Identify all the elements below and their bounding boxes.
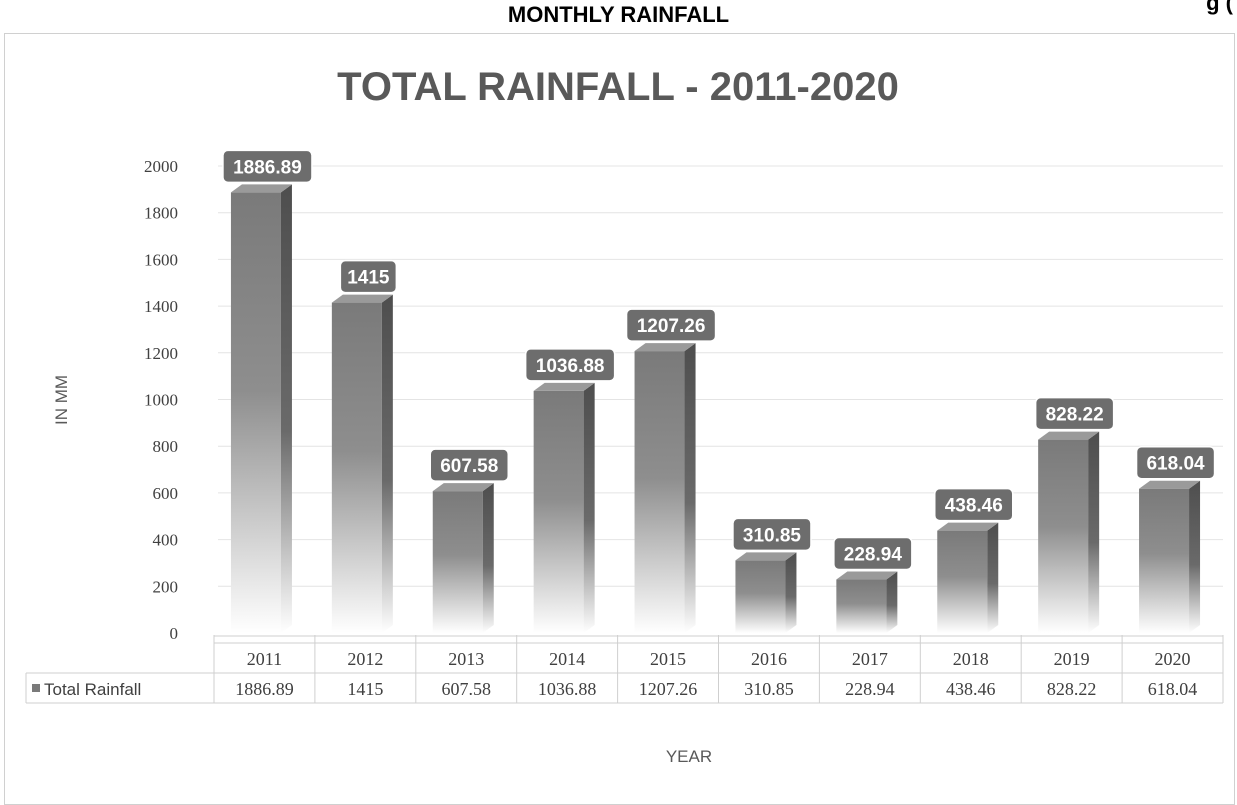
bar-side [583, 382, 595, 633]
table-value: 607.58 [442, 679, 492, 699]
bar-side [1088, 431, 1100, 633]
table-value: 1886.89 [235, 679, 294, 699]
data-label: 607.58 [440, 456, 498, 477]
data-label-box [625, 308, 717, 342]
bar-side [785, 552, 797, 633]
x-tick-label: 2013 [448, 649, 484, 669]
bar-top [836, 571, 898, 580]
table-value: 1207.26 [639, 679, 698, 699]
bar-top [230, 184, 292, 193]
x-tick-label: 2020 [1155, 649, 1191, 669]
table-value: 1036.88 [538, 679, 597, 699]
axis-text: TOTAL RAINFALL - 2011-2020 IN MM YEAR 0 200 4… [52, 65, 899, 766]
bar [432, 491, 483, 633]
data-label-box [429, 448, 509, 482]
bar-side [886, 571, 898, 633]
bar-side [381, 294, 393, 633]
y-tick-label: 1000 [144, 391, 178, 410]
y-tick-label: 1400 [144, 297, 178, 316]
x-tick-label: 2014 [549, 649, 585, 669]
chart-title: TOTAL RAINFALL - 2011-2020 [337, 65, 899, 109]
bar [331, 302, 382, 633]
bar [230, 192, 281, 633]
bar [533, 390, 584, 633]
data-label: 618.04 [1146, 454, 1205, 475]
data-label-box [524, 348, 616, 382]
table-value: 438.46 [946, 679, 996, 699]
x-tick-label: 2019 [1054, 649, 1090, 669]
bar [634, 351, 685, 633]
bar [836, 579, 887, 633]
bar-top [735, 552, 797, 561]
bar-top [533, 382, 595, 391]
data-labels: 1886.89 1415 607.58 1036.88 1207.26 310.85 228… [222, 149, 1216, 571]
x-tick-label: 2012 [347, 649, 383, 669]
bar [1139, 488, 1190, 633]
data-label: 1207.26 [637, 316, 706, 337]
y-tick-label: 600 [153, 484, 179, 503]
data-label-box [732, 517, 812, 552]
y-tick-label: 1800 [144, 204, 178, 223]
table-value: 618.04 [1148, 679, 1198, 699]
data-label-box [1034, 396, 1115, 431]
data-label-box [833, 536, 913, 571]
x-tick-label: 2018 [953, 649, 989, 669]
data-label: 438.46 [945, 496, 1003, 517]
y-tick-label: 1200 [144, 344, 178, 363]
data-label: 228.94 [844, 545, 903, 566]
chart-frame [4, 33, 1235, 805]
table-value: 828.22 [1047, 679, 1097, 699]
data-label: 1415 [347, 268, 390, 289]
bar-side [482, 483, 494, 633]
table-value: 1415 [347, 679, 383, 699]
data-label-box [339, 259, 398, 294]
x-tick-label: 2011 [247, 649, 282, 669]
data-label: 1036.88 [536, 356, 605, 377]
legend-swatch [32, 684, 40, 692]
bar-side [1189, 480, 1201, 633]
bar-top [1038, 431, 1100, 440]
data-label-box [934, 487, 1014, 522]
table-value: 310.85 [744, 679, 794, 699]
data-table: 2011 1886.89 2012 1415 2013 607.58 2014 1036.88… [25, 635, 1224, 704]
x-tick-label: 2017 [852, 649, 888, 669]
data-label: 828.22 [1046, 405, 1104, 426]
data-label-box [222, 149, 313, 184]
y-tick-label: 800 [153, 437, 179, 456]
y-tick-label: 200 [153, 577, 179, 596]
bar-top [331, 294, 393, 303]
bar-side [280, 184, 292, 633]
bar [1038, 439, 1089, 633]
clipped-heading-fragment: g ( [1206, 0, 1233, 15]
bar-side [987, 522, 999, 633]
bars [230, 184, 1201, 633]
page-heading: MONTHLY RAINFALL [507, 2, 730, 27]
legend-series-name: Total Rainfall [44, 680, 141, 699]
y-tick-label: 1600 [144, 250, 178, 269]
x-tick-label: 2015 [650, 649, 686, 669]
data-label: 310.85 [743, 525, 802, 546]
y-tick-label: 2000 [144, 157, 178, 176]
bar-side [684, 343, 696, 633]
x-tick-label: 2016 [751, 649, 787, 669]
bar [937, 530, 988, 633]
table-value: 228.94 [845, 679, 895, 699]
bar-top [634, 343, 696, 352]
bar-top [1139, 480, 1201, 489]
data-label: 1886.89 [233, 157, 302, 178]
bar-top [432, 483, 494, 492]
y-tick-label: 0 [170, 624, 179, 643]
bar [735, 560, 786, 633]
y-tick-label: 400 [153, 531, 179, 550]
bar-top [937, 522, 999, 531]
y-axis-title: IN MM [52, 375, 71, 425]
data-label-box [1135, 445, 1216, 480]
x-axis-title: YEAR [666, 747, 712, 766]
